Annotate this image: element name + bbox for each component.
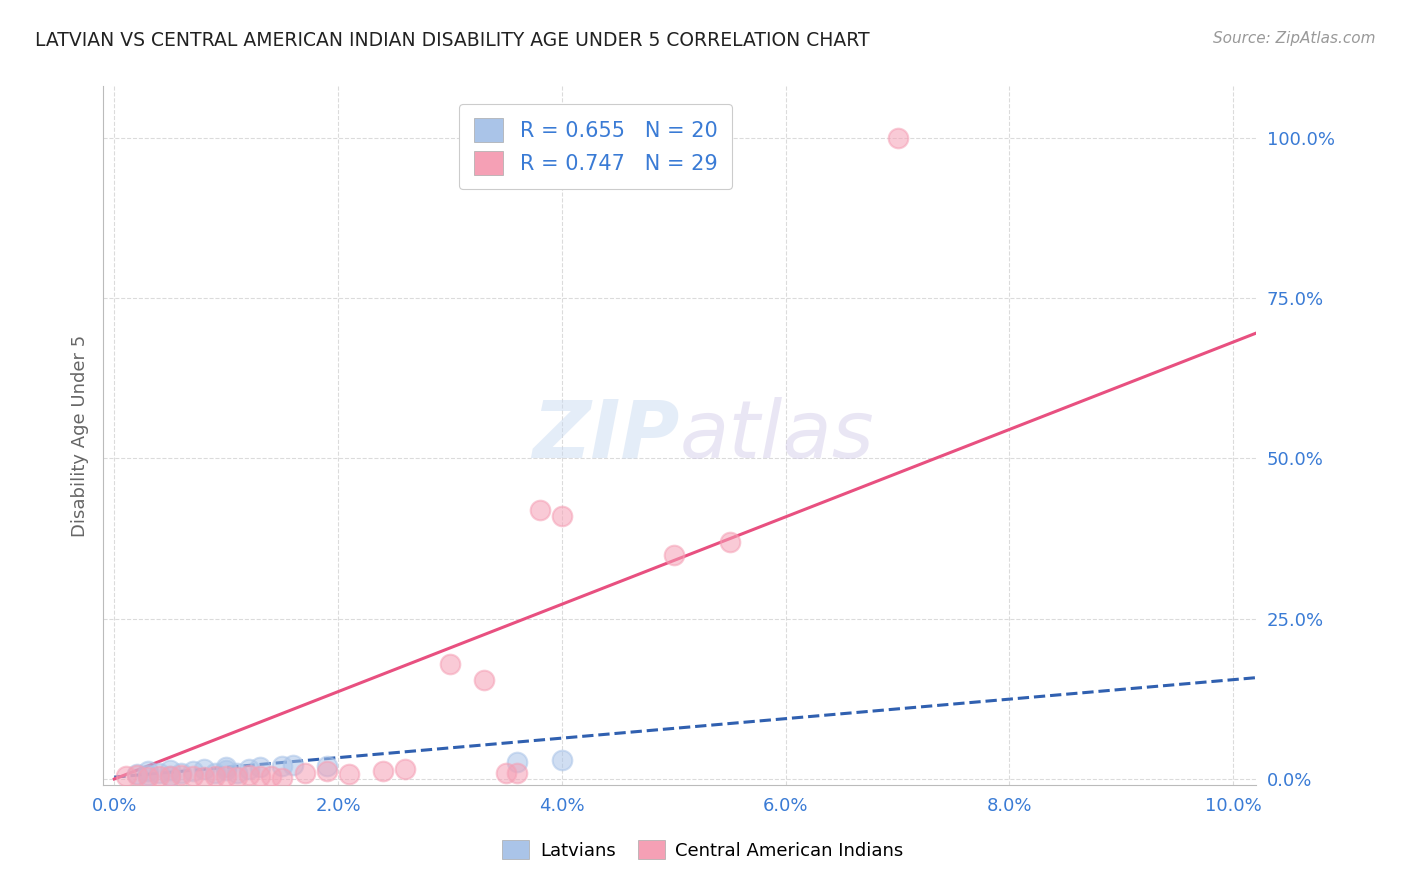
Point: [249, 760, 271, 774]
Point: [226, 765, 249, 780]
Point: [114, 769, 136, 783]
Point: [271, 759, 294, 773]
Point: [170, 765, 193, 780]
Point: [551, 509, 574, 524]
Point: [159, 763, 181, 777]
Legend: Latvians, Central American Indians: Latvians, Central American Indians: [495, 832, 911, 867]
Point: [238, 768, 260, 782]
Point: [215, 763, 238, 777]
Text: atlas: atlas: [679, 397, 875, 475]
Point: [170, 768, 193, 782]
Point: [506, 756, 529, 770]
Point: [394, 763, 416, 777]
Point: [215, 760, 238, 774]
Point: [159, 769, 181, 783]
Legend: R = 0.655   N = 20, R = 0.747   N = 29: R = 0.655 N = 20, R = 0.747 N = 29: [460, 103, 733, 189]
Point: [294, 765, 316, 780]
Point: [204, 769, 226, 783]
Point: [506, 765, 529, 780]
Point: [125, 768, 148, 782]
Point: [283, 758, 305, 772]
Point: [136, 768, 159, 782]
Point: [662, 548, 685, 562]
Point: [125, 767, 148, 781]
Point: [226, 770, 249, 784]
Point: [193, 770, 215, 784]
Point: [159, 769, 181, 783]
Point: [249, 769, 271, 783]
Text: Source: ZipAtlas.com: Source: ZipAtlas.com: [1212, 31, 1375, 46]
Point: [204, 765, 226, 780]
Point: [215, 769, 238, 783]
Text: LATVIAN VS CENTRAL AMERICAN INDIAN DISABILITY AGE UNDER 5 CORRELATION CHART: LATVIAN VS CENTRAL AMERICAN INDIAN DISAB…: [35, 31, 870, 50]
Point: [316, 759, 339, 773]
Point: [337, 767, 360, 781]
Point: [148, 765, 170, 780]
Point: [718, 534, 741, 549]
Point: [316, 764, 339, 779]
Point: [148, 769, 170, 783]
Point: [371, 764, 394, 779]
Y-axis label: Disability Age Under 5: Disability Age Under 5: [72, 334, 89, 537]
Point: [529, 502, 551, 516]
Point: [439, 657, 461, 671]
Point: [181, 764, 204, 779]
Text: ZIP: ZIP: [531, 397, 679, 475]
Point: [136, 770, 159, 784]
Point: [193, 762, 215, 776]
Point: [551, 753, 574, 767]
Point: [136, 764, 159, 779]
Point: [886, 130, 908, 145]
Point: [238, 762, 260, 776]
Point: [495, 765, 517, 780]
Point: [271, 771, 294, 785]
Point: [472, 673, 495, 687]
Point: [260, 769, 283, 783]
Point: [181, 769, 204, 783]
